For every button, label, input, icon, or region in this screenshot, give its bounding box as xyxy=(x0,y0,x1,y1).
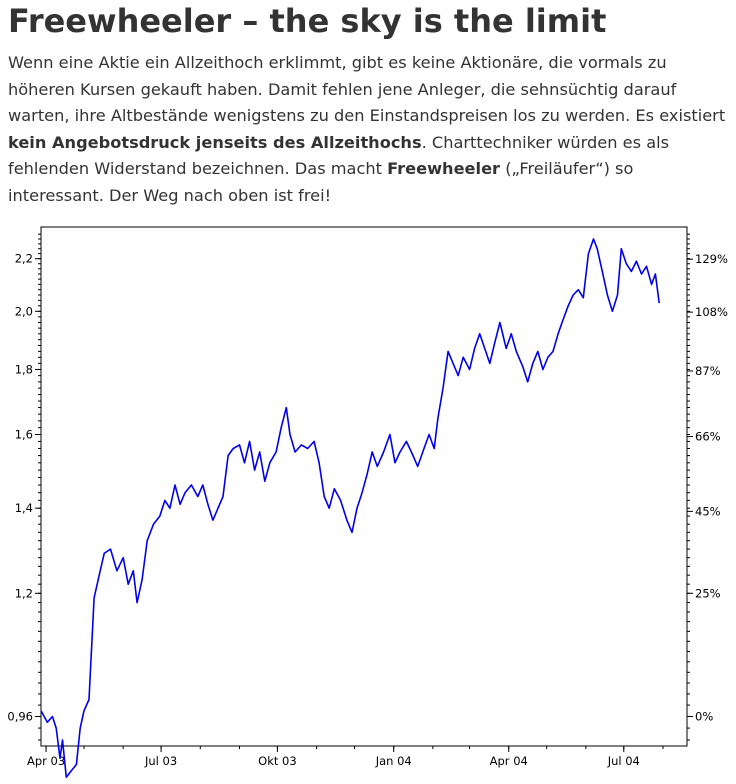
y-axis-left: 0,96 1,2 1,4 1,6 1,8 2,0 2,2 xyxy=(7,252,41,723)
y-tick-label: 1,8 xyxy=(15,362,33,376)
y2-tick-label: 66% xyxy=(695,430,721,444)
y-axis-right: 0% 25% 45% 66% 87% 108% 129% xyxy=(687,252,728,723)
y2-tick-label: 129% xyxy=(695,252,728,266)
price-chart: 0,96 1,2 1,4 1,6 1,8 2,0 2,2 0% 25% 45% 66% 87% 108… xyxy=(7,226,728,779)
y-tick-label: 1,6 xyxy=(15,427,33,441)
price-series-line xyxy=(40,238,660,779)
x-axis: Apr 03 Jul 03 Okt 03 Jan 04 Apr 04 Jul 04 xyxy=(27,746,664,768)
intro-paragraph: Wenn eine Aktie ein Allzeithoch erklimmt… xyxy=(8,50,730,210)
intro-text-1: Wenn eine Aktie ein Allzeithoch erklimmt… xyxy=(8,53,726,126)
y-tick-label: 2,0 xyxy=(15,304,33,318)
intro-text-2: . Charttechniker würden es als fehlenden… xyxy=(8,132,670,179)
x-tick-label: Jan 04 xyxy=(375,754,412,768)
y2-tick-label: 0% xyxy=(695,709,713,723)
x-tick-label: Apr 03 xyxy=(27,754,65,768)
intro-text-3: („Freiläufer“) so interessant. Der Weg n… xyxy=(8,159,634,205)
y2-tick-label: 25% xyxy=(695,586,721,600)
series-layer xyxy=(40,238,660,779)
y2-tick-label: 45% xyxy=(695,504,721,518)
x-tick-label: Jul 04 xyxy=(607,754,640,768)
page-title: Freewheeler – the sky is the limit xyxy=(8,2,607,40)
x-tick-label: Jul 03 xyxy=(144,754,177,768)
y-tick-label: 2,2 xyxy=(15,252,33,266)
x-tick-label: Okt 03 xyxy=(258,754,297,768)
y-tick-label: 1,2 xyxy=(15,586,33,600)
y-tick-label: 0,96 xyxy=(7,709,33,723)
intro-bold-1: kein Angebotsdruck jenseits des Allzeith… xyxy=(8,132,422,152)
intro-bold-2: Freewheeler xyxy=(387,159,501,179)
x-tick-label: Apr 04 xyxy=(490,754,528,768)
y2-tick-label: 108% xyxy=(695,305,728,319)
y2-tick-label: 87% xyxy=(695,364,721,378)
y-tick-label: 1,4 xyxy=(15,501,33,515)
